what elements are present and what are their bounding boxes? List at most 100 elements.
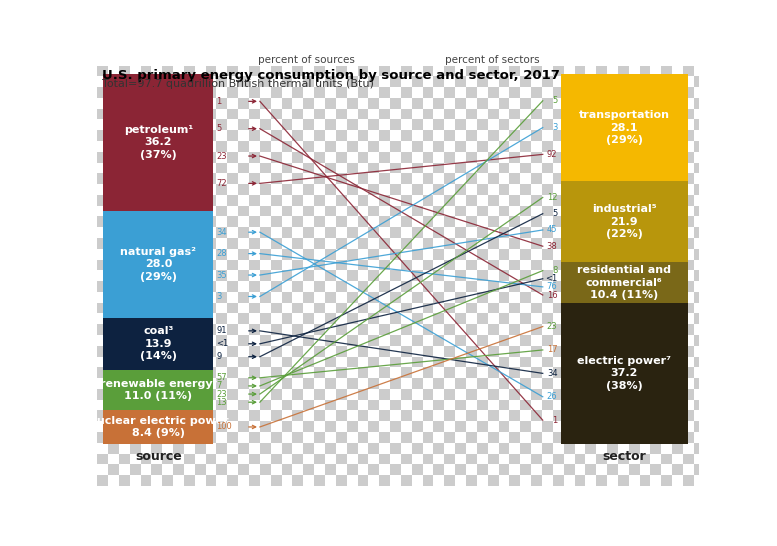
- Bar: [357, 184, 368, 195]
- Bar: [585, 313, 596, 324]
- Bar: [552, 76, 563, 87]
- Bar: [466, 465, 477, 475]
- Bar: [162, 270, 173, 281]
- Bar: [444, 163, 455, 173]
- Bar: [228, 120, 239, 130]
- Bar: [260, 454, 270, 465]
- Bar: [694, 109, 705, 120]
- Bar: [455, 475, 466, 486]
- Bar: [162, 184, 173, 195]
- Bar: [510, 206, 521, 216]
- Bar: [607, 238, 618, 249]
- Bar: [152, 389, 162, 400]
- Bar: [574, 389, 585, 400]
- Bar: [173, 465, 184, 475]
- Bar: [618, 389, 629, 400]
- Bar: [661, 163, 672, 173]
- Bar: [108, 281, 119, 292]
- Bar: [108, 324, 119, 335]
- Text: nuclear electric power
8.4 (9%): nuclear electric power 8.4 (9%): [89, 416, 228, 438]
- Bar: [650, 141, 661, 152]
- Bar: [97, 152, 108, 163]
- Bar: [390, 163, 401, 173]
- Bar: [314, 66, 325, 76]
- Text: coal³
13.9
(14%): coal³ 13.9 (14%): [140, 327, 177, 361]
- Bar: [639, 313, 650, 324]
- Bar: [336, 346, 347, 357]
- Bar: [618, 475, 629, 486]
- Bar: [325, 292, 336, 302]
- Bar: [162, 432, 173, 443]
- Bar: [97, 98, 108, 109]
- Bar: [217, 109, 228, 120]
- Bar: [206, 163, 217, 173]
- Bar: [130, 206, 141, 216]
- Bar: [455, 367, 466, 378]
- Bar: [639, 378, 650, 389]
- Bar: [162, 173, 173, 184]
- Bar: [379, 152, 390, 163]
- Bar: [521, 400, 531, 411]
- Bar: [303, 400, 314, 411]
- Bar: [639, 76, 650, 87]
- Bar: [336, 367, 347, 378]
- Bar: [607, 120, 618, 130]
- Bar: [488, 302, 499, 313]
- Bar: [217, 335, 228, 346]
- Bar: [401, 109, 412, 120]
- Bar: [596, 163, 607, 173]
- Bar: [607, 465, 618, 475]
- Bar: [444, 281, 455, 292]
- Bar: [379, 411, 390, 422]
- Bar: [162, 443, 173, 454]
- Bar: [585, 281, 596, 292]
- Bar: [661, 378, 672, 389]
- Bar: [531, 422, 542, 432]
- Bar: [552, 432, 563, 443]
- Bar: [552, 270, 563, 281]
- Bar: [130, 292, 141, 302]
- Bar: [173, 120, 184, 130]
- Bar: [239, 195, 249, 206]
- Bar: [444, 443, 455, 454]
- Bar: [97, 270, 108, 281]
- Bar: [661, 335, 672, 346]
- Bar: [444, 216, 455, 227]
- Bar: [510, 184, 521, 195]
- Bar: [184, 313, 195, 324]
- Bar: [574, 216, 585, 227]
- Bar: [423, 76, 434, 87]
- Bar: [347, 335, 357, 346]
- Bar: [618, 422, 629, 432]
- Bar: [239, 76, 249, 87]
- Bar: [521, 411, 531, 422]
- Bar: [552, 120, 563, 130]
- Bar: [390, 378, 401, 389]
- Bar: [97, 76, 108, 87]
- Bar: [444, 465, 455, 475]
- Bar: [477, 227, 488, 238]
- Bar: [444, 152, 455, 163]
- Bar: [521, 227, 531, 238]
- Bar: [607, 87, 618, 98]
- Bar: [455, 227, 466, 238]
- Bar: [206, 411, 217, 422]
- Bar: [574, 400, 585, 411]
- Bar: [423, 302, 434, 313]
- Bar: [217, 454, 228, 465]
- Bar: [434, 206, 444, 216]
- Bar: [357, 206, 368, 216]
- Bar: [661, 475, 672, 486]
- Bar: [401, 141, 412, 152]
- Bar: [499, 378, 510, 389]
- Bar: [683, 281, 694, 292]
- Bar: [249, 238, 260, 249]
- Text: 26: 26: [547, 392, 557, 401]
- Bar: [542, 432, 552, 443]
- Bar: [173, 141, 184, 152]
- Bar: [108, 184, 119, 195]
- Bar: [152, 238, 162, 249]
- Bar: [97, 443, 108, 454]
- Bar: [260, 378, 270, 389]
- Bar: [412, 109, 423, 120]
